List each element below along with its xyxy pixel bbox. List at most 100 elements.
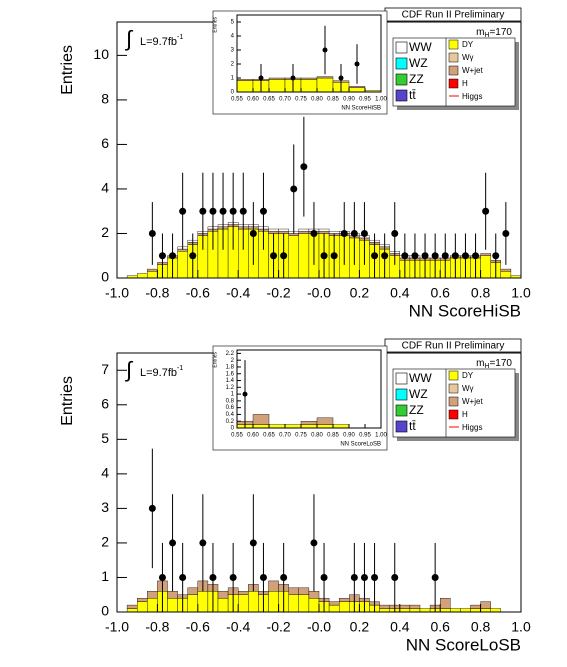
chart-title: CDF Run II Preliminary	[402, 341, 505, 352]
histogram-bar	[236, 80, 254, 93]
histogram-bar	[278, 231, 289, 234]
legend-swatch	[395, 388, 408, 401]
histogram-bar	[167, 591, 178, 599]
data-point	[421, 252, 429, 260]
histogram-bar	[217, 591, 229, 599]
data-point	[229, 207, 237, 215]
data-point	[259, 573, 267, 581]
histogram-bar	[399, 608, 411, 613]
x-tick-label: 0.4	[390, 619, 410, 635]
histogram-bar	[318, 228, 330, 232]
histogram-bar	[379, 608, 390, 613]
histogram-bar	[500, 268, 512, 272]
data-point	[148, 229, 156, 237]
data-point	[360, 573, 368, 581]
data-point	[219, 207, 227, 215]
data-point	[472, 252, 480, 260]
data-point	[354, 61, 360, 67]
data-point	[179, 573, 187, 581]
mass-subscript: H	[484, 363, 489, 370]
y-tick-label: 5	[231, 20, 235, 26]
x-tick-label: 0.8	[471, 285, 491, 301]
x-tick-label: 0.95	[359, 433, 371, 439]
data-point	[401, 252, 409, 260]
histogram-bar	[298, 231, 310, 234]
histogram-bar	[252, 414, 270, 425]
histogram-bar	[278, 228, 289, 232]
histogram-bar	[298, 228, 310, 232]
data-point	[330, 252, 338, 260]
histogram-bar	[248, 591, 259, 613]
data-point	[411, 252, 419, 260]
histogram-bar	[217, 597, 229, 613]
x-tick-label: 0.55	[231, 97, 243, 103]
histogram-bar	[316, 76, 334, 79]
legend-label: ZZ	[409, 72, 424, 86]
plot-frame	[236, 349, 382, 429]
data-point	[199, 539, 207, 547]
histogram-bar	[136, 597, 148, 602]
histogram-bar	[308, 597, 320, 613]
legend-label: Wγ	[462, 53, 474, 62]
legend-swatch	[395, 372, 408, 385]
data-point	[290, 75, 296, 81]
x-tick-label: 0.6	[430, 619, 450, 635]
data-point	[338, 75, 344, 81]
x-tick-label: -1.0	[105, 285, 129, 301]
x-tick-label: 0.55	[231, 433, 243, 439]
legend-swatch	[395, 73, 408, 86]
data-point	[209, 573, 217, 581]
x-tick-label: -0.4	[226, 619, 250, 635]
y-tick-label: 1.2	[226, 385, 235, 391]
histogram-bar	[177, 251, 188, 279]
y-tick-label: 0	[101, 603, 109, 619]
legend-swatch	[448, 383, 459, 394]
legend-label: H	[462, 410, 468, 419]
data-point	[502, 229, 510, 237]
legend-swatch	[448, 52, 459, 63]
x-tick-label: 0.85	[327, 433, 339, 439]
histogram-bar	[419, 608, 431, 613]
histogram-bar	[300, 424, 318, 429]
legend-label: WZ	[409, 56, 428, 70]
histogram-bar	[332, 424, 350, 429]
histogram-bar	[348, 87, 366, 93]
data-point	[350, 573, 358, 581]
data-point	[169, 252, 177, 260]
histogram-bar	[236, 79, 254, 82]
mass-symbol: m	[476, 27, 484, 38]
y-tick-label: 0	[231, 90, 235, 96]
data-point	[209, 207, 217, 215]
legend-label: DY	[462, 40, 474, 49]
data-point	[280, 573, 288, 581]
x-tick-label: 0.8	[471, 619, 491, 635]
data-point	[239, 207, 247, 215]
data-point	[259, 207, 267, 215]
data-point	[381, 252, 389, 260]
y-axis-label: Entries	[212, 17, 218, 33]
histogram-bar	[490, 608, 502, 613]
y-tick-label: 2	[231, 358, 235, 364]
legend-swatch	[448, 39, 459, 50]
x-tick-label: -0.6	[186, 285, 210, 301]
data-point	[310, 539, 318, 547]
y-tick-label: 1	[231, 392, 235, 398]
histogram-bar	[298, 594, 310, 613]
data-point	[158, 252, 166, 260]
data-point	[322, 47, 328, 53]
y-tick-label: 1.6	[226, 371, 235, 377]
y-tick-label: 4	[101, 180, 109, 196]
data-point	[258, 75, 264, 81]
histogram-bar	[268, 591, 279, 613]
histogram-bar	[197, 591, 209, 613]
histogram-bar	[268, 228, 279, 232]
y-tick-label: 0.8	[226, 398, 235, 404]
legend-label: W+jet	[462, 66, 483, 75]
histogram-bar	[268, 424, 286, 429]
data-point	[290, 185, 298, 193]
legend-swatch	[448, 396, 459, 407]
histogram-bar	[300, 77, 318, 80]
data-point	[300, 163, 308, 171]
histogram-bar	[187, 587, 198, 595]
histogram-bar	[187, 594, 198, 613]
